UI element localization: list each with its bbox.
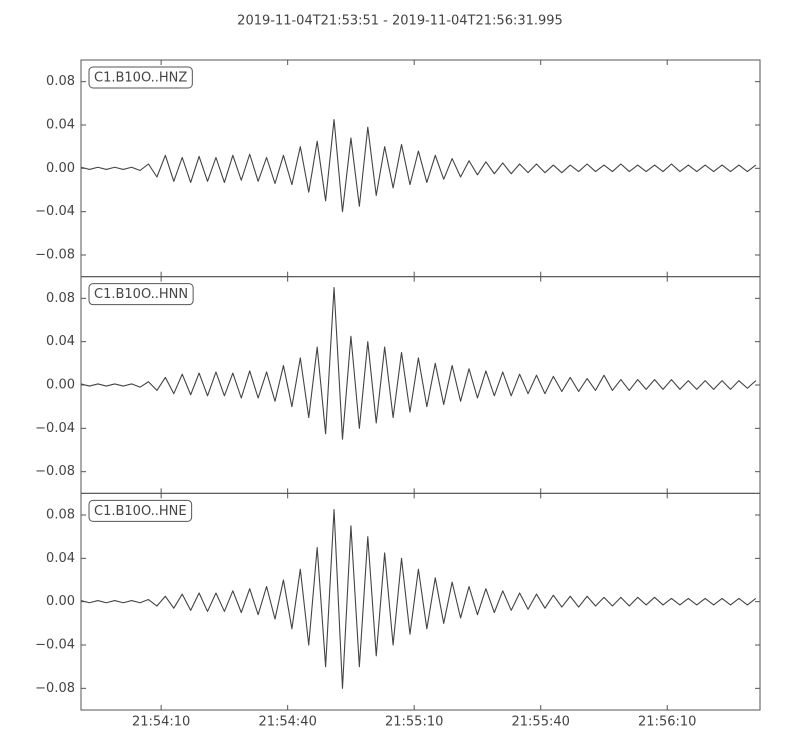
figure-title: 2019-11-04T21:53:51 - 2019-11-04T21:56:3… bbox=[237, 14, 563, 29]
y-tick-label: 0.08 bbox=[46, 508, 75, 523]
y-tick-label: 0.00 bbox=[46, 378, 75, 393]
waveform bbox=[80, 286, 757, 440]
y-tick-label: 0.00 bbox=[46, 161, 75, 176]
x-tick-label: 21:54:10 bbox=[132, 715, 190, 730]
y-tick-label: −0.08 bbox=[35, 681, 75, 696]
channel-label: C1.B10O..HNN bbox=[94, 287, 188, 302]
y-tick-label: −0.08 bbox=[35, 464, 75, 479]
y-tick-label: 0.00 bbox=[46, 594, 75, 609]
y-tick-label: 0.08 bbox=[46, 74, 75, 89]
y-tick-label: 0.08 bbox=[46, 291, 75, 306]
y-tick-label: −0.04 bbox=[35, 204, 75, 219]
channel-label-box bbox=[88, 499, 193, 522]
x-tick-label: 21:56:10 bbox=[638, 715, 696, 730]
waveform bbox=[80, 509, 757, 689]
channel-label: C1.B10O..HNZ bbox=[94, 71, 187, 86]
y-tick-label: −0.04 bbox=[35, 638, 75, 653]
y-tick-label: 0.04 bbox=[46, 118, 75, 133]
x-tick-label: 21:55:40 bbox=[512, 715, 570, 730]
channel-label-box bbox=[88, 66, 193, 89]
waveform bbox=[80, 119, 757, 213]
panel-frame bbox=[80, 276, 761, 494]
y-tick-label: 0.04 bbox=[46, 551, 75, 566]
y-tick-label: −0.04 bbox=[35, 421, 75, 436]
y-tick-label: 0.04 bbox=[46, 334, 75, 349]
panel-frame bbox=[80, 492, 761, 711]
y-tick-label: −0.08 bbox=[35, 248, 75, 263]
x-tick-label: 21:54:40 bbox=[258, 715, 316, 730]
x-tick-label: 21:55:10 bbox=[385, 715, 443, 730]
channel-label-box bbox=[88, 283, 194, 306]
channel-label: C1.B10O..HNE bbox=[94, 504, 187, 519]
